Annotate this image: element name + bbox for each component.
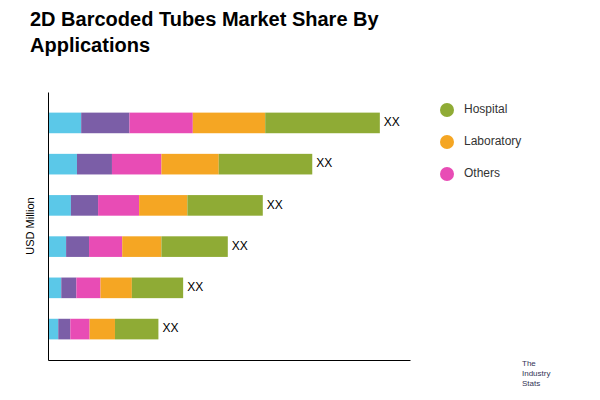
bar-segment [219,154,313,175]
bar-segment [132,278,183,299]
bar-segment [122,236,161,257]
series [90,113,266,340]
bar-annotation: XX [267,198,283,212]
title-line: 2D Barcoded Tubes Market Share By [30,8,380,30]
legend-swatch [440,135,454,149]
bar-segment [76,278,100,299]
legend-item: Hospital [440,102,507,117]
legend-label: Others [464,166,500,180]
annotations: XX XX XX XX XX XX TheIndustryStats [162,115,550,388]
series [115,113,380,340]
bar-annotation: XX [316,156,332,170]
legend-label: Hospital [464,102,507,116]
chart-svg: 2D Barcoded Tubes Market Share By Applica… [0,0,600,400]
bar-segment [48,195,71,216]
chart-container: 2D Barcoded Tubes Market Share By Applica… [0,0,600,400]
bar-segment [129,113,192,134]
bar-segment [139,195,187,216]
bar-segment [112,154,161,175]
legend: Hospital Laboratory Others [440,102,521,181]
legend-swatch [440,167,454,181]
corner-note: TheIndustryStats [522,359,550,388]
legend-item: Others [440,166,500,181]
category-axis-line [48,93,49,361]
bar-segment [90,319,115,340]
bar-annotation: XX [162,321,178,335]
bar-segment [58,319,70,340]
value-axis-line [49,360,411,361]
bar-segment [161,154,218,175]
bar-segment [161,236,227,257]
bar-annotation: XX [384,115,400,129]
corner-note-line: The [522,359,536,368]
bar-segment [98,195,139,216]
bar-segment [71,195,98,216]
axis-title: USD Million [24,197,36,254]
value-axis [49,360,411,361]
series [48,113,81,340]
bar-segment [77,154,112,175]
bar-segment [66,236,89,257]
bar-segment [48,236,66,257]
category-axis [48,93,49,361]
bar-segment [81,113,129,134]
corner-note-line: Industry [522,369,550,378]
legend-swatch [440,103,454,117]
bar-segment [48,154,77,175]
title-line: Applications [30,34,150,56]
bars [48,113,380,340]
bar-segment [48,278,61,299]
series [70,113,192,340]
bar-segment [48,319,58,340]
bar-segment [265,113,380,134]
bar-segment [187,195,262,216]
corner-note-line: Stats [522,379,540,388]
series [58,113,129,340]
bar-segment [48,113,81,134]
title: 2D Barcoded Tubes Market Share By Applica… [30,8,380,56]
bar-segment [100,278,131,299]
bar-annotation: XX [187,280,203,294]
bar-segment [115,319,158,340]
legend-item: Laboratory [440,134,521,149]
bar-segment [70,319,89,340]
legend-label: Laboratory [464,134,521,148]
bar-annotation: XX [232,239,248,253]
bar-segment [89,236,122,257]
bar-segment [61,278,76,299]
bar-segment [193,113,265,134]
